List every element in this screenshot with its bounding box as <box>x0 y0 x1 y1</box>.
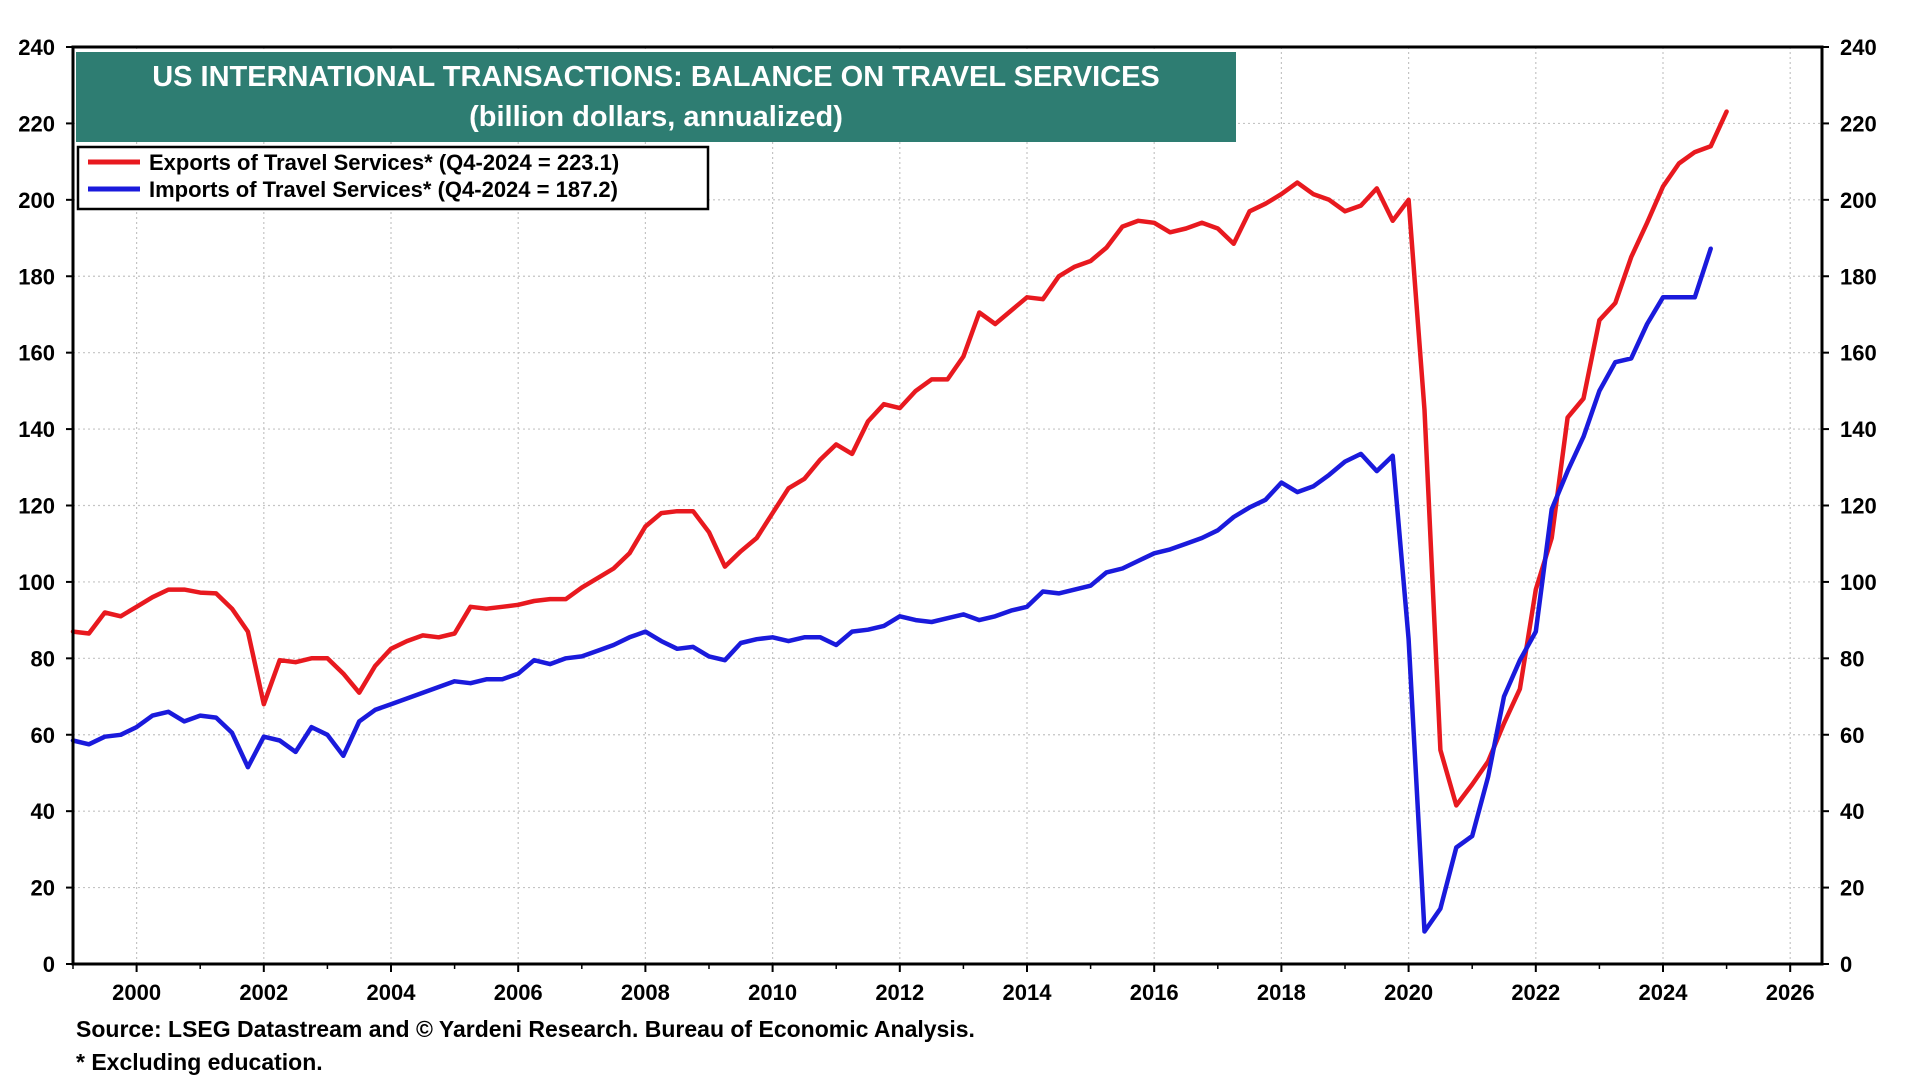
series-line-exports <box>70 109 1729 808</box>
y-tick-label-left: 120 <box>18 494 55 519</box>
y-tick-label-left: 220 <box>18 111 55 136</box>
source-note: Source: LSEG Datastream and © Yardeni Re… <box>76 1016 975 1042</box>
y-tick-label-right: 120 <box>1840 494 1877 519</box>
plot-frame <box>71 45 1824 966</box>
x-tick-label: 2008 <box>621 980 670 1005</box>
x-tick-label: 2026 <box>1766 980 1815 1005</box>
y-tick-label-left: 180 <box>18 264 55 289</box>
x-tick-label: 2014 <box>1003 980 1053 1005</box>
series-lines <box>70 109 1729 934</box>
x-tick-label: 2020 <box>1384 980 1433 1005</box>
y-tick-label-right: 140 <box>1840 417 1877 442</box>
x-tick-label: 2024 <box>1639 980 1689 1005</box>
y-tick-label-left: 40 <box>31 799 55 824</box>
y-axis: 0 0 20 20 40 40 60 60 80 80 100 100 120 120 140 140 160 1… <box>18 35 1876 977</box>
y-tick-label-left: 60 <box>31 723 55 748</box>
legend-label-imports: Imports of Travel Services* (Q4-2024 = 1… <box>149 177 618 202</box>
chart-title: US INTERNATIONAL TRANSACTIONS: BALANCE O… <box>152 61 1160 93</box>
y-tick-label-left: 200 <box>18 188 55 213</box>
y-tick-label-right: 220 <box>1840 111 1877 136</box>
x-tick-label: 2016 <box>1130 980 1179 1005</box>
footnote: * Excluding education. <box>76 1049 323 1075</box>
y-tick-label-left: 100 <box>18 570 55 595</box>
y-tick-label-left: 140 <box>18 417 55 442</box>
y-tick-label-left: 0 <box>43 952 55 977</box>
y-tick-label-right: 20 <box>1840 876 1864 901</box>
x-tick-label: 2010 <box>748 980 797 1005</box>
y-tick-label-right: 160 <box>1840 341 1877 366</box>
y-tick-label-right: 40 <box>1840 799 1864 824</box>
y-tick-label-right: 80 <box>1840 646 1864 671</box>
title-background <box>76 52 1236 142</box>
x-axis: 2000 2002 2004 2006 2008 2010 2012 2014 2016 2018… <box>72 964 1815 1005</box>
y-tick-label-right: 180 <box>1840 264 1877 289</box>
x-tick-label: 2012 <box>875 980 924 1005</box>
y-tick-label-left: 80 <box>31 646 55 671</box>
title-box: US INTERNATIONAL TRANSACTIONS: BALANCE O… <box>76 52 1236 142</box>
y-tick-label-right: 240 <box>1840 35 1877 60</box>
x-tick-label: 2018 <box>1257 980 1306 1005</box>
x-tick-label: 2022 <box>1511 980 1560 1005</box>
x-tick-label: 2006 <box>494 980 543 1005</box>
series-line-imports <box>70 246 1713 934</box>
y-tick-label-left: 240 <box>18 35 55 60</box>
y-tick-label-left: 20 <box>31 876 55 901</box>
x-tick-label: 2000 <box>112 980 161 1005</box>
y-tick-label-right: 200 <box>1840 188 1877 213</box>
chart-subtitle: (billion dollars, annualized) <box>469 101 843 133</box>
x-tick-label: 2002 <box>239 980 288 1005</box>
x-tick-label: 2004 <box>367 980 417 1005</box>
y-tick-label-right: 0 <box>1840 952 1852 977</box>
y-tick-label-right: 100 <box>1840 570 1877 595</box>
legend: Exports of Travel Services* (Q4-2024 = 2… <box>76 145 710 211</box>
y-tick-label-right: 60 <box>1840 723 1864 748</box>
legend-box <box>76 145 710 211</box>
legend-label-exports: Exports of Travel Services* (Q4-2024 = 2… <box>149 150 619 175</box>
y-tick-label-left: 160 <box>18 341 55 366</box>
